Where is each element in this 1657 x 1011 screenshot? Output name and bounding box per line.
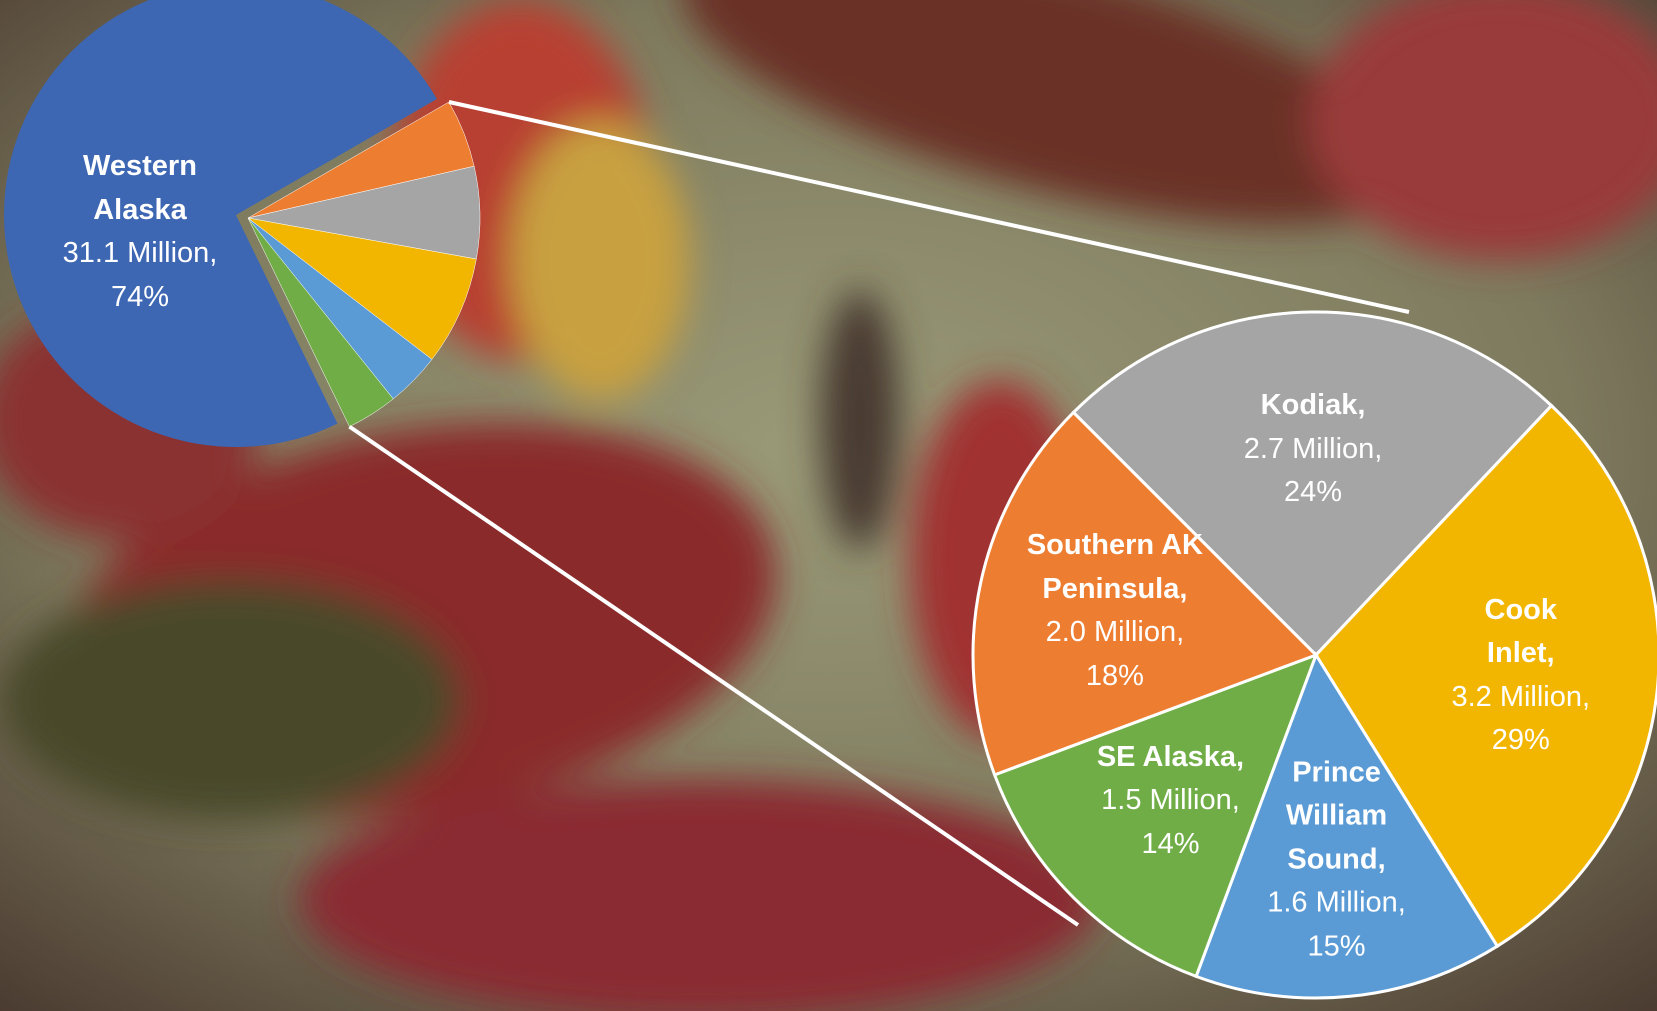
value-label: 3.2 Million, [1451,680,1591,713]
percent-label: 24% [1284,475,1343,508]
category-label: Western Alaska [83,150,197,226]
data-label: SE Alaska, 1.5 Million, 14% [1097,735,1244,866]
data-label: Western Alaska 31.1 Million, 74% [63,145,218,319]
data-label: Cook Inlet, 3.2 Million, 29% [1451,589,1590,763]
percent-label: 14% [1141,827,1200,860]
pie-slice [1194,651,1500,1000]
data-label: Kodiak, 2.7 Million, 24% [1244,384,1383,515]
category-label: Prince William Sound, [1285,756,1388,876]
pie-slice [971,410,1319,777]
percent-label: 29% [1491,724,1550,757]
value-label: 1.6 Million, [1267,886,1406,919]
pie-slice [1314,403,1657,949]
category-label: Southern AK Peninsula, [1026,529,1203,605]
category-label: SE Alaska, [1096,740,1245,773]
category-label: Kodiak, [1260,388,1366,421]
connector-line [448,100,1410,314]
percent-label: 18% [1085,659,1144,692]
data-label: Southern AK Peninsula, 2.0 Million, 18% [1015,524,1215,698]
data-label: Prince William Sound, 1.6 Million, 15% [1267,751,1406,969]
category-label: Cook Inlet, [1484,593,1558,670]
value-label: 2.0 Million, [1045,616,1185,649]
pie-slice [1071,310,1554,658]
value-label: 1.5 Million, [1101,783,1240,816]
percent-label: 74% [110,280,170,313]
value-label: 2.7 Million, [1243,432,1383,465]
pie-slice [992,652,1319,979]
pie-slice [247,217,477,360]
value-label: 31.1 Million, [62,237,218,269]
connector-line [348,424,1080,927]
pie-slice [4,0,437,447]
percent-label: 15% [1307,930,1366,963]
